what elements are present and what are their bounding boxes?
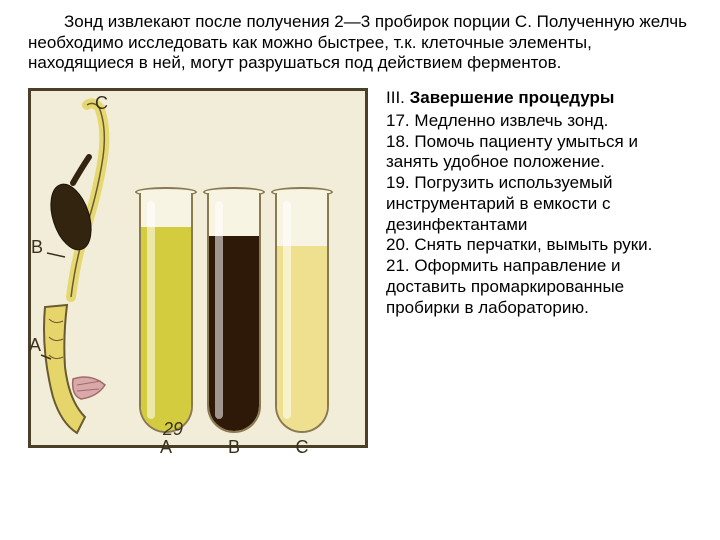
tube-label-c: C [275,437,329,459]
anatomy-label-a: A [29,335,41,357]
tube-b: B [207,193,261,433]
step-19: 19. Погрузить используемый инструментари… [386,173,692,235]
step-17: 17. Медленно извлечь зонд. [386,111,692,132]
figure: C B A A B [28,88,368,448]
intro-paragraph: Зонд извлекают после получения 2—3 проби… [28,12,692,74]
tube-c: C [275,193,329,433]
steps-column: III. Завершение процедуры 17. Медленно и… [386,88,692,448]
section-number: III. [386,88,405,107]
tube-a: A [139,193,193,433]
anatomy-label-c: C [95,93,108,115]
anatomy-diagram [37,97,133,437]
step-21: 21. Оформить направление и доставить про… [386,256,692,318]
step-20: 20. Снять перчатки, вымыть руки. [386,235,692,256]
figure-number: 29 [163,419,183,441]
content-row: C B A A B [28,88,692,448]
anatomy-label-b: B [31,237,43,259]
section-title: Завершение процедуры [410,88,615,107]
tubes-group: A B C [139,133,359,433]
tube-label-b: B [207,437,261,459]
step-18: 18. Помочь пациенту умыться и занять удо… [386,132,692,173]
section-heading: III. Завершение процедуры [386,88,692,109]
